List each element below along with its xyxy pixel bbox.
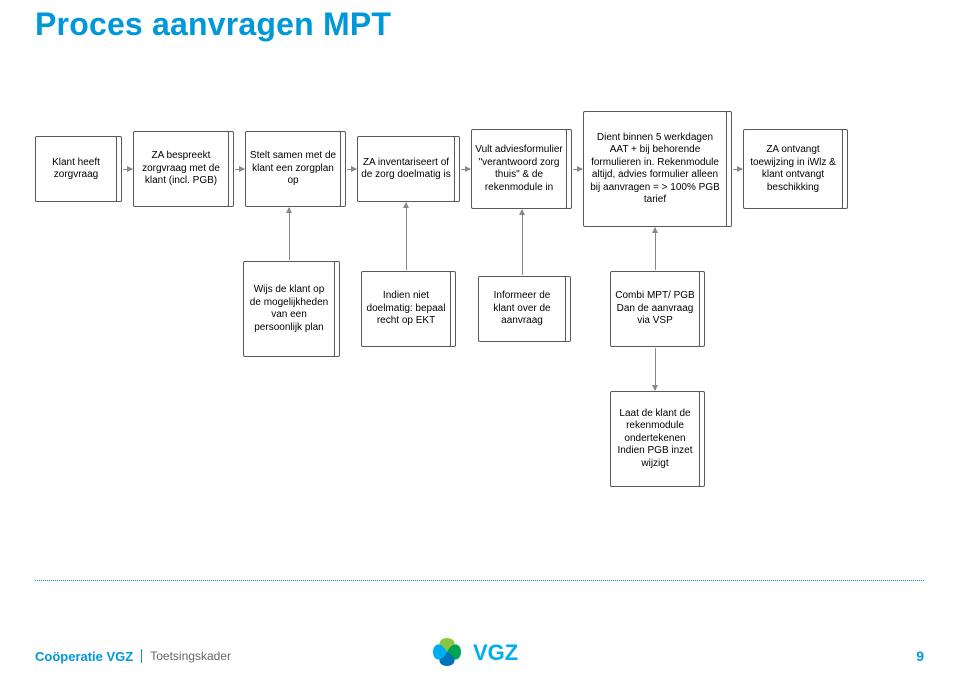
flowchart: Klant heeft zorgvraag ZA bespreekt zorgvr… [35, 81, 924, 521]
vgz-logo: VGZ [425, 630, 535, 674]
flow-node-b5: Vult adviesformulier "verantwoord zorg t… [471, 129, 567, 209]
flow-edge [289, 208, 290, 260]
slide-page: Proces aanvragen MPT Klant heeft zorgvra… [0, 0, 959, 686]
flow-node-b3: Stelt samen met de klant een zorgplan op [245, 131, 341, 207]
flow-node-label: Informeer de klant over de aanvraag [482, 290, 562, 328]
flow-edge [655, 348, 656, 390]
flow-node-b11: Combi MPT/ PGB Dan de aanvraag via VSP [610, 271, 700, 347]
logo-text: VGZ [473, 640, 518, 665]
flow-edge [235, 169, 244, 170]
page-number: 9 [916, 648, 924, 664]
flow-node-b12: Laat de klant de rekenmodule ondertekene… [610, 391, 700, 487]
flow-edge [123, 169, 132, 170]
flow-node-b6: Dient binnen 5 werkdagen AAT + bij behor… [583, 111, 727, 227]
flow-edge [573, 169, 582, 170]
flow-node-label: ZA ontvangt toewijzing in iWlz & klant o… [747, 144, 839, 194]
footer-left: Coöperatie VGZ Toetsingskader [35, 649, 231, 664]
flow-node-label: ZA bespreekt zorgvraag met de klant (inc… [137, 150, 225, 188]
flow-node-b10: Informeer de klant over de aanvraag [478, 276, 566, 342]
flow-node-b1: Klant heeft zorgvraag [35, 136, 117, 202]
flow-node-label: Vult adviesformulier "verantwoord zorg t… [475, 144, 563, 194]
flow-edge [406, 203, 407, 270]
footer-separator [141, 649, 142, 663]
flow-node-label: Indien niet doelmatig: bepaal recht op E… [365, 290, 447, 328]
flow-edge [461, 169, 470, 170]
flow-node-label: Dient binnen 5 werkdagen AAT + bij behor… [587, 132, 723, 207]
flow-node-label: Combi MPT/ PGB Dan de aanvraag via VSP [614, 290, 696, 328]
flow-node-b9: Indien niet doelmatig: bepaal recht op E… [361, 271, 451, 347]
page-title: Proces aanvragen MPT [35, 0, 924, 43]
flow-edge [522, 210, 523, 275]
footer-subtitle: Toetsingskader [150, 649, 231, 663]
flow-edge [733, 169, 742, 170]
divider [35, 580, 924, 581]
flow-edge [655, 228, 656, 270]
flow-node-label: ZA inventariseert of de zorg doelmatig i… [361, 157, 451, 182]
flow-node-b8: Wijs de klant op de mogelijkheden van ee… [243, 261, 335, 357]
flow-node-label: Stelt samen met de klant een zorgplan op [249, 150, 337, 188]
flow-node-label: Laat de klant de rekenmodule ondertekene… [614, 408, 696, 471]
flow-node-b7: ZA ontvangt toewijzing in iWlz & klant o… [743, 129, 843, 209]
flow-edge [347, 169, 356, 170]
flow-node-label: Wijs de klant op de mogelijkheden van ee… [247, 284, 331, 334]
footer-brand: Coöperatie VGZ [35, 649, 133, 664]
flow-node-b2: ZA bespreekt zorgvraag met de klant (inc… [133, 131, 229, 207]
flow-node-label: Klant heeft zorgvraag [39, 157, 113, 182]
flow-node-b4: ZA inventariseert of de zorg doelmatig i… [357, 136, 455, 202]
